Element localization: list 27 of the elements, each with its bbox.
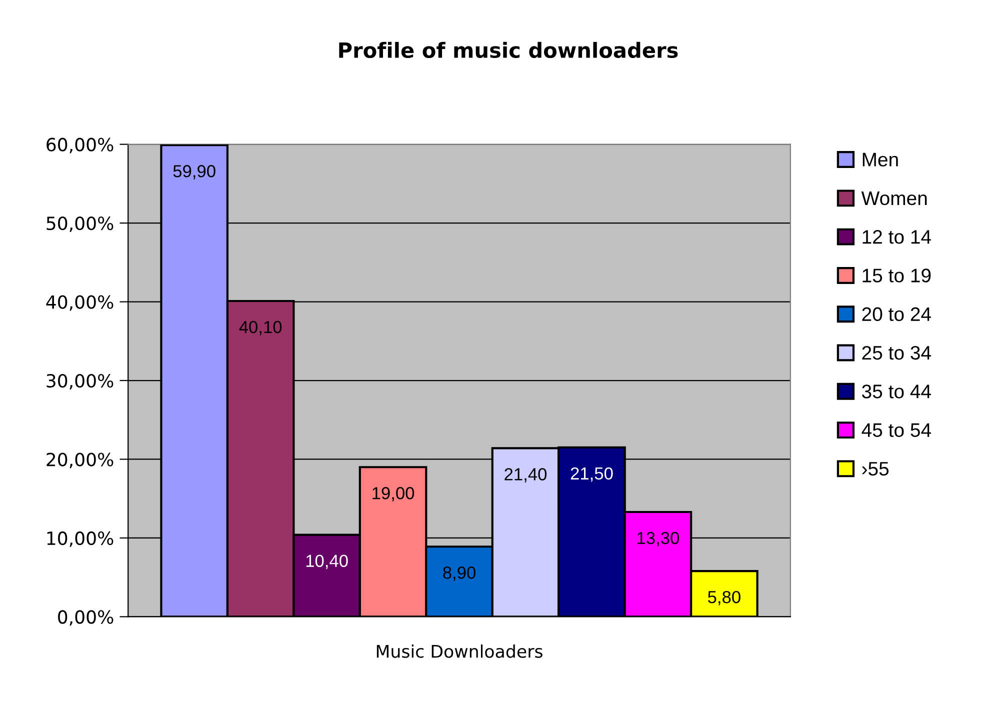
legend-label: 35 to 44 — [862, 384, 931, 398]
legend-label: 45 to 54 — [862, 423, 931, 438]
legend-label: 12 to 14 — [862, 230, 931, 244]
y-tick-label: 20,00% — [46, 452, 114, 468]
data-label: 59,90 — [173, 165, 216, 180]
y-tick-label: 10,00% — [47, 531, 114, 547]
data-label: 19,00 — [372, 487, 414, 502]
data-label: 8,90 — [443, 566, 476, 581]
data-label: 21,50 — [570, 467, 613, 482]
y-tick-label: 50,00% — [46, 216, 114, 232]
chart-title: Profile of music downloaders — [339, 42, 678, 58]
y-tick-label: 40,00% — [46, 295, 114, 311]
y-tick-label: 0,00% — [58, 610, 114, 626]
data-label: 10,40 — [306, 554, 348, 570]
y-tick-label: 30,00% — [46, 374, 114, 390]
legend-label: 20 to 24 — [862, 307, 931, 322]
x-tick-label: Music Downloaders — [376, 644, 542, 658]
data-label: 40,10 — [239, 320, 282, 336]
legend-label: 25 to 34 — [862, 346, 931, 360]
legend-label: Women — [861, 192, 927, 206]
data-label: 13,30 — [638, 532, 680, 546]
y-tick-label: 60,00% — [46, 138, 114, 154]
legend-label: ›55 — [862, 462, 889, 476]
data-label: 5,80 — [708, 590, 740, 606]
data-label: 21,40 — [504, 468, 547, 482]
legend-label: 15 to 19 — [862, 268, 931, 282]
legend-label: Men — [862, 152, 898, 166]
